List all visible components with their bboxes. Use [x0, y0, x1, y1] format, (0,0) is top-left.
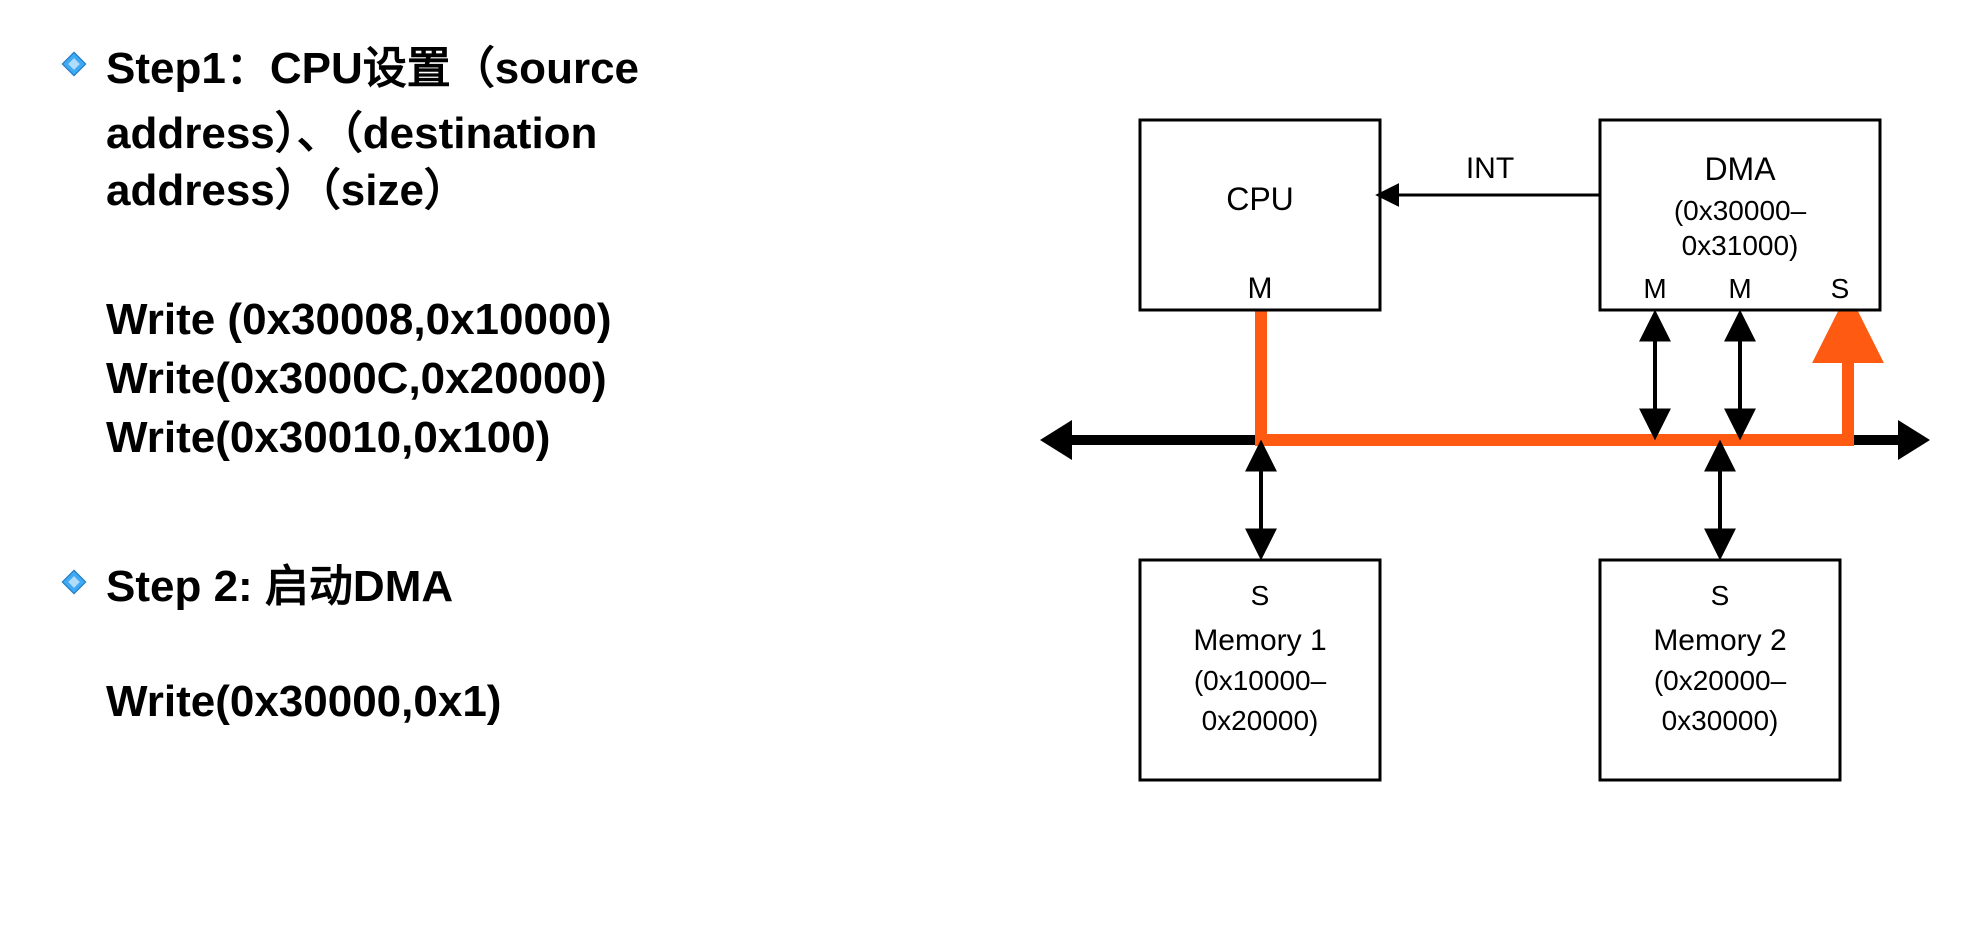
write-line: Write (0x30008,0x10000) — [106, 290, 960, 349]
svg-text:CPU: CPU — [1226, 181, 1294, 217]
step1-head: Step1：CPU设置（source — [106, 40, 639, 97]
diamond-bullet-icon — [60, 568, 88, 596]
left-column: Step1：CPU设置（source address）、（destination… — [60, 40, 960, 730]
slide-root: Step1：CPU设置（source address）、（destination… — [0, 0, 1964, 932]
step1-line1: Step1：CPU设置（source — [106, 40, 639, 97]
svg-text:0x31000): 0x31000) — [1682, 230, 1799, 261]
spacer — [60, 623, 960, 673]
svg-text:0x30000): 0x30000) — [1662, 705, 1779, 736]
svg-text:M: M — [1248, 272, 1273, 305]
svg-text:(0x20000–: (0x20000– — [1654, 665, 1787, 696]
svg-text:Memory 2: Memory 2 — [1653, 624, 1786, 657]
svg-text:S: S — [1711, 580, 1730, 611]
svg-text:DMA: DMA — [1704, 151, 1776, 187]
diamond-bullet-icon — [60, 50, 88, 78]
write-line: Write(0x30000,0x1) — [106, 673, 960, 730]
step1-row: Step1：CPU设置（source — [60, 40, 960, 97]
svg-text:(0x30000–: (0x30000– — [1674, 195, 1807, 226]
step2-head: Step 2: 启动DMA — [106, 558, 453, 615]
step2-row: Step 2: 启动DMA — [60, 558, 960, 615]
svg-text:INT: INT — [1466, 152, 1514, 185]
diagram-svg: CPU M DMA (0x30000– 0x31000) M M S S Memory 1 (0x1… — [1020, 70, 1950, 870]
svg-text:0x20000): 0x20000) — [1202, 705, 1319, 736]
step1-line3: address）（size） — [106, 162, 960, 219]
write-line: Write(0x3000C,0x20000) — [106, 349, 960, 408]
step1-line2: address）、（destination — [106, 105, 960, 162]
svg-text:M: M — [1728, 273, 1751, 304]
spacer — [60, 468, 960, 558]
write-line: Write(0x30010,0x100) — [106, 408, 960, 467]
step1-writes: Write (0x30008,0x10000) Write(0x3000C,0x… — [106, 290, 960, 468]
svg-text:(0x10000–: (0x10000– — [1194, 665, 1327, 696]
svg-text:S: S — [1251, 580, 1270, 611]
svg-text:M: M — [1643, 273, 1666, 304]
svg-text:Memory 1: Memory 1 — [1193, 624, 1326, 657]
svg-text:S: S — [1831, 273, 1850, 304]
dma-diagram: CPU M DMA (0x30000– 0x31000) M M S S Memory 1 (0x1… — [1020, 70, 1950, 870]
